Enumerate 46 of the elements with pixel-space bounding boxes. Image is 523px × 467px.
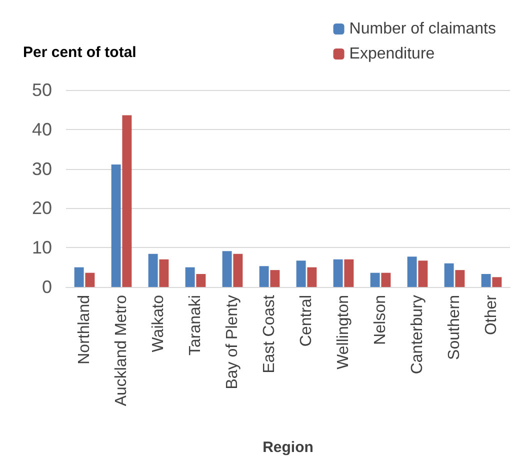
bar (333, 259, 343, 287)
x-tick-label: Southern (446, 295, 463, 360)
x-tick-label: Auckland Metro (113, 294, 130, 406)
x-tick-label: Waikato (150, 294, 167, 352)
legend-label: Expenditure (349, 46, 435, 62)
bar (159, 259, 169, 287)
x-tick-label: Taranaki (187, 295, 204, 356)
x-tick-label: Other (483, 294, 500, 336)
y-tick-label: 0 (42, 277, 52, 297)
bar (407, 256, 417, 287)
bar (455, 270, 465, 287)
bar (344, 259, 354, 287)
bar (418, 260, 428, 287)
bar (370, 272, 380, 287)
bar (492, 277, 502, 287)
y-tick-label: 50 (32, 80, 52, 100)
y-tick-label: 40 (32, 119, 52, 140)
bar (444, 263, 454, 287)
x-tick-label: Central (298, 295, 315, 347)
bar (233, 254, 243, 287)
bar (259, 266, 269, 287)
bar (148, 254, 158, 287)
bar (307, 267, 317, 287)
x-tick-label: Northland (76, 295, 93, 364)
bar (222, 251, 232, 287)
bar (85, 272, 95, 287)
bar (481, 274, 491, 287)
x-tick-label: Canterbury (409, 295, 426, 374)
x-axis-title: Region (262, 439, 314, 456)
y-tick-label: 30 (32, 158, 52, 179)
y-axis-title: Per cent of total (23, 44, 136, 61)
bar (185, 267, 195, 287)
bar (74, 267, 84, 287)
bar (122, 115, 132, 287)
bar (381, 272, 391, 287)
x-tick-label: Nelson (372, 295, 389, 345)
bar (296, 260, 306, 287)
bar (196, 274, 206, 287)
bar (111, 164, 121, 287)
x-tick-label: Bay of Plenty (224, 295, 241, 390)
y-tick-label: 20 (32, 198, 52, 218)
legend-label: Number of claimants (349, 20, 496, 38)
x-tick-label: East Coast (261, 294, 278, 374)
bar (270, 270, 280, 287)
x-tick-label: Wellington (335, 295, 352, 370)
y-tick-label: 10 (32, 238, 52, 258)
